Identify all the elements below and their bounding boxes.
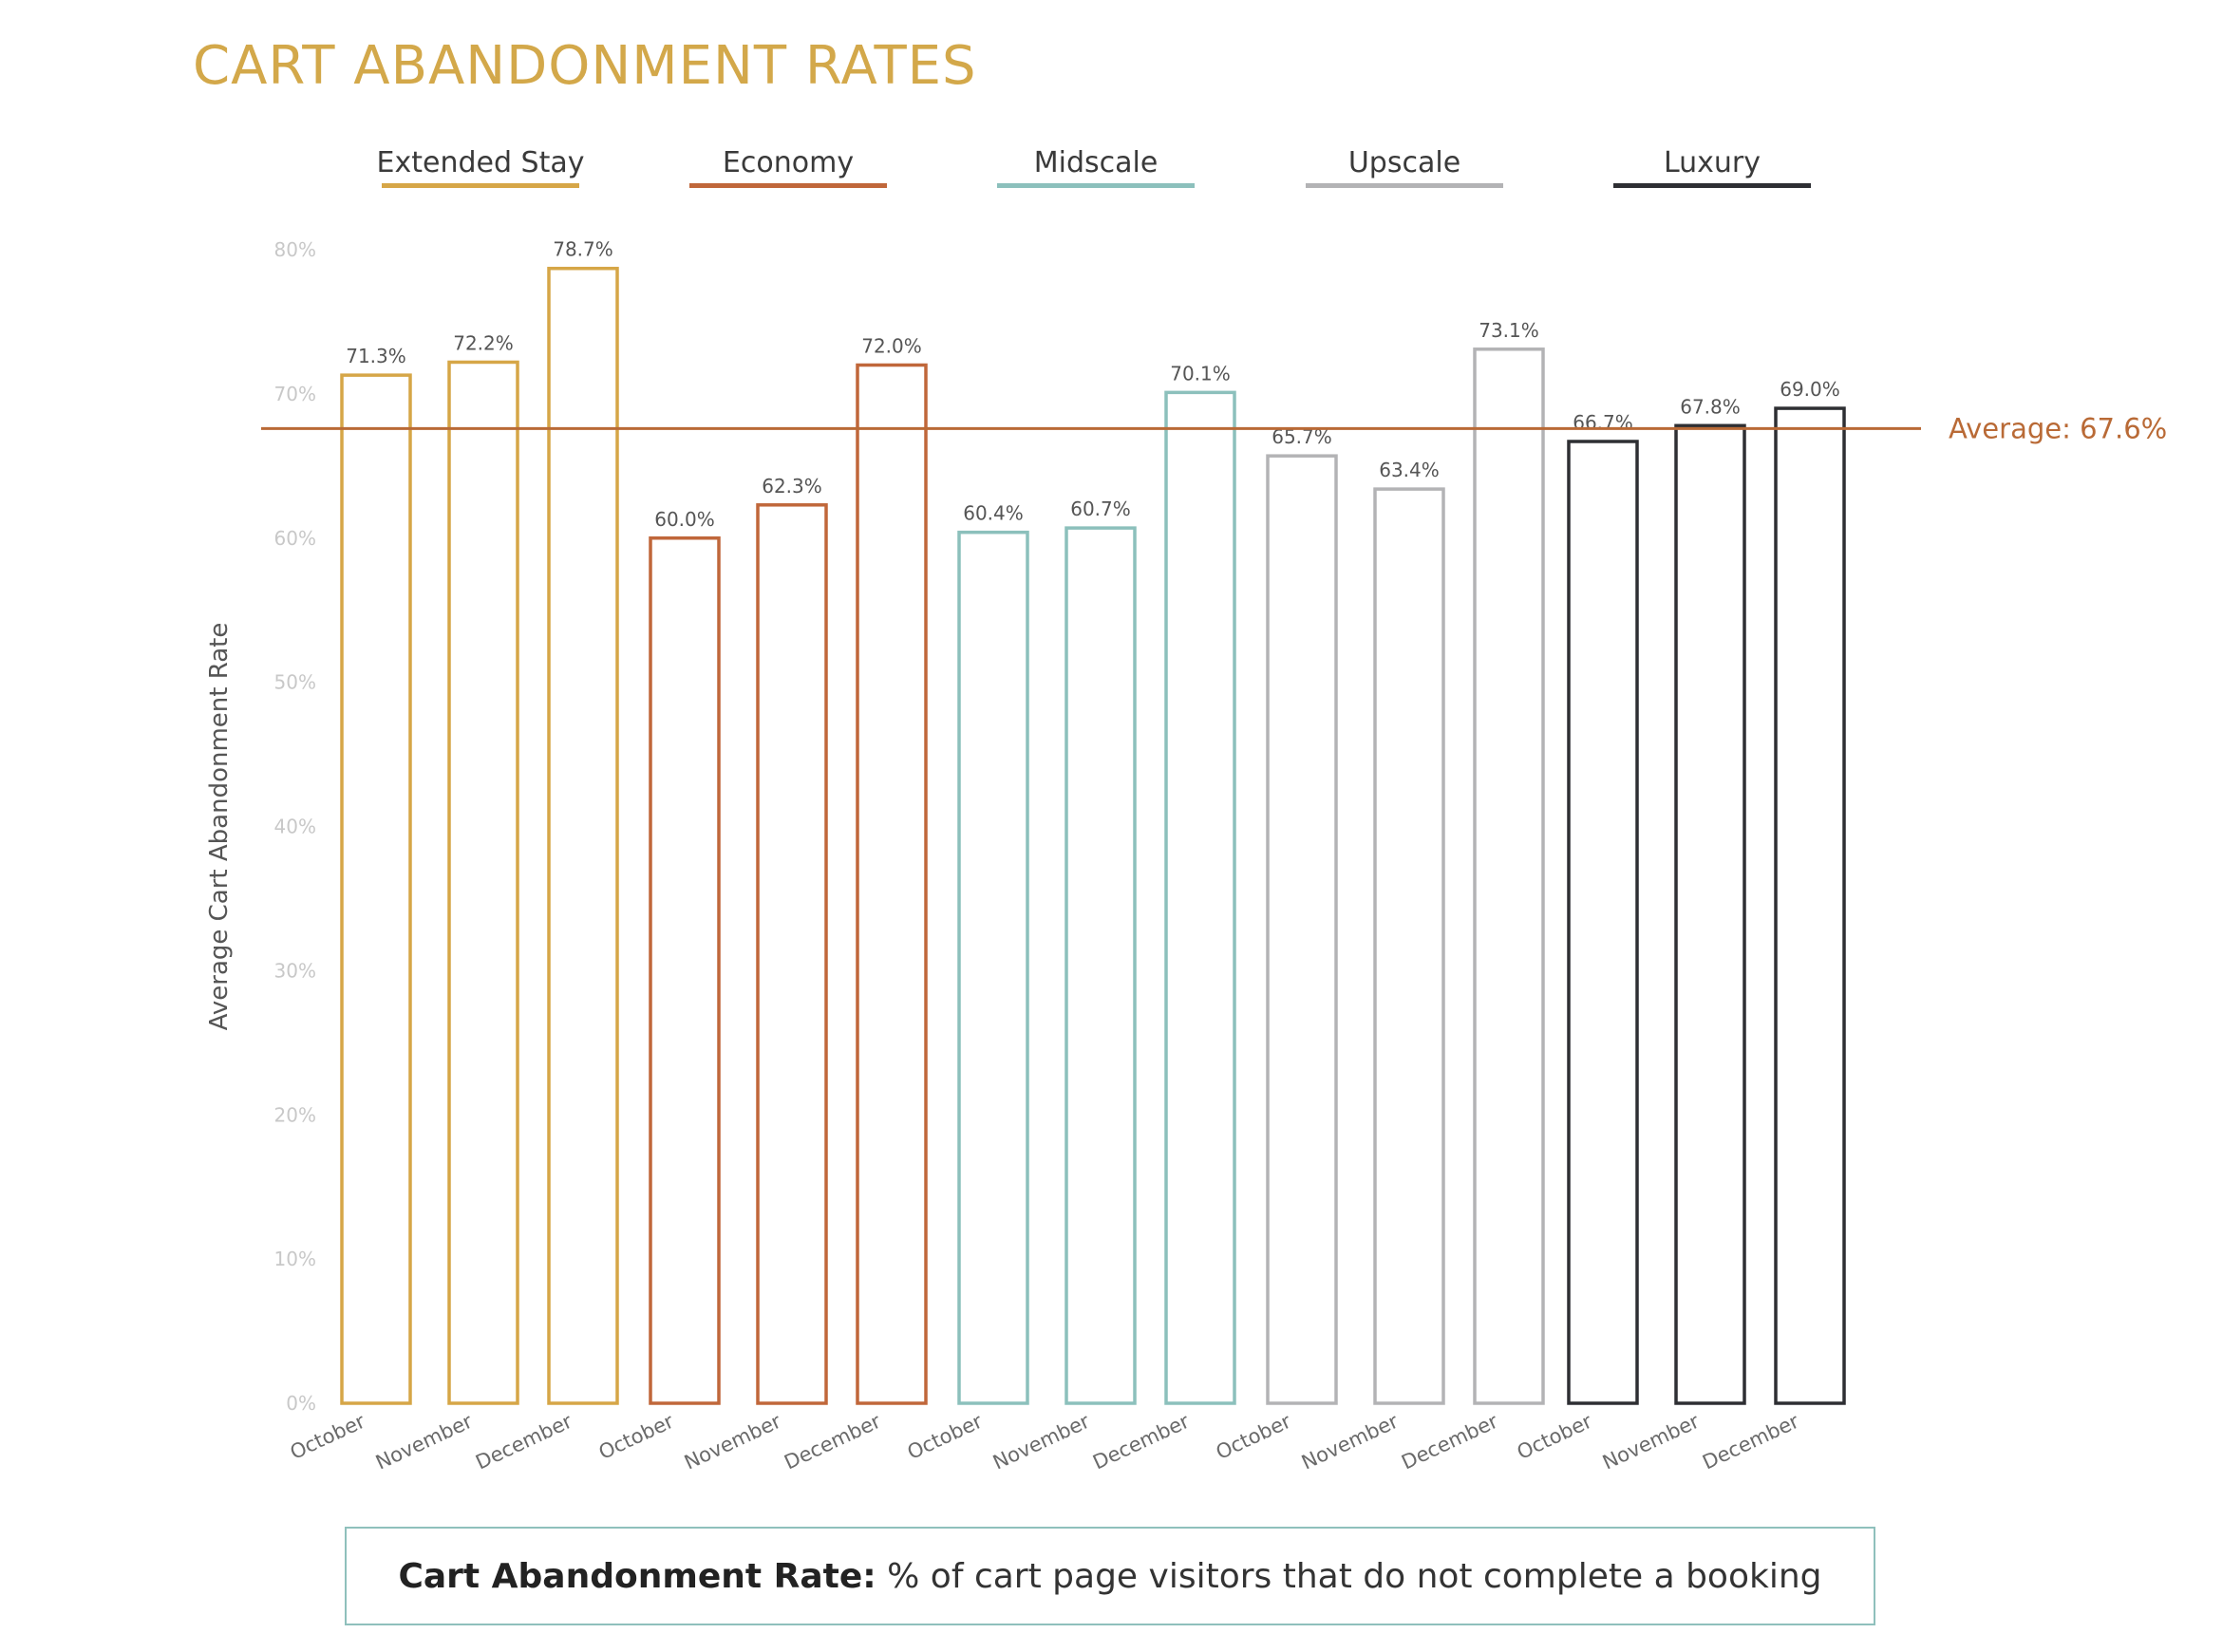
bar [1774, 406, 1846, 1405]
y-tick-label: 20% [274, 1103, 316, 1126]
bar-value-label: 73.1% [1479, 319, 1539, 342]
legend-swatch-luxury [1613, 183, 1811, 188]
bar [1164, 390, 1236, 1405]
definition-text: % of cart page visitors that do not comp… [876, 1556, 1822, 1596]
x-tick-label: December [1699, 1410, 1802, 1474]
bar [547, 266, 619, 1405]
x-tick-label: December [781, 1410, 884, 1474]
x-tick-label: October [1514, 1410, 1596, 1464]
bar [1473, 347, 1545, 1405]
legend-label-midscale: Midscale [1034, 146, 1159, 179]
legend-label-upscale: Upscale [1348, 146, 1460, 179]
bar-value-label: 78.7% [553, 238, 613, 261]
y-tick-label: 60% [274, 527, 316, 550]
bar-value-label: 67.8% [1680, 395, 1741, 418]
bar [649, 536, 721, 1405]
bar-value-label: 60.0% [654, 508, 715, 531]
x-tick-label: November [1298, 1410, 1402, 1474]
x-tick-label: December [1089, 1410, 1193, 1474]
definition-term: Cart Abandonment Rate: [398, 1556, 876, 1596]
bar [957, 530, 1029, 1405]
x-tick-label: December [1398, 1410, 1501, 1474]
bar-value-label: 72.0% [861, 335, 922, 358]
bar [1674, 423, 1746, 1405]
y-tick-label: 70% [274, 383, 316, 405]
average-label: Average: 67.6% [1949, 412, 2167, 444]
bar [1064, 526, 1137, 1405]
legend-swatch-upscale [1306, 183, 1503, 188]
bar [1266, 454, 1338, 1405]
legend-swatch-extended-stay [382, 183, 579, 188]
bar-value-label: 62.3% [762, 475, 822, 497]
bar-group: 71.3% 72.2% 78.7% 60.0% 62.3% 72.0% 60.4% 60.7%… [340, 238, 1846, 1405]
bar [756, 503, 828, 1405]
definition-box: Cart Abandonment Rate: % of cart page vi… [345, 1527, 1875, 1625]
y-tick-label: 40% [274, 816, 316, 838]
x-tick-label: November [989, 1410, 1093, 1474]
legend-swatch-economy [689, 183, 887, 188]
bar-value-label: 70.1% [1170, 362, 1231, 385]
legend-label-luxury: Luxury [1664, 146, 1761, 179]
bar-value-label: 72.2% [453, 331, 514, 354]
x-tick-label: November [1599, 1410, 1703, 1474]
legend-swatch-midscale [997, 183, 1195, 188]
bar [1373, 487, 1445, 1405]
bar-value-label: 63.4% [1379, 459, 1440, 481]
x-tick-label: November [681, 1410, 784, 1474]
y-axis-label: Average Cart Abandonment Rate [205, 623, 234, 1031]
y-tick-label: 80% [274, 238, 316, 261]
x-tick-label: October [595, 1410, 678, 1464]
average-line-group: Average: 67.6% [261, 412, 2167, 444]
bar-value-label: 66.7% [1573, 411, 1633, 434]
bar-value-label: 69.0% [1780, 378, 1840, 401]
bar [340, 373, 412, 1405]
y-tick-label: 0% [286, 1392, 316, 1415]
chart-legend: Extended Stay Economy Midscale Upscale Luxur… [377, 146, 1811, 188]
bar [856, 363, 928, 1405]
x-tick-label: October [904, 1410, 987, 1464]
legend-label-economy: Economy [723, 146, 854, 179]
y-tick-label: 10% [274, 1248, 316, 1270]
bar [1567, 440, 1639, 1405]
bar-value-label: 60.7% [1070, 497, 1131, 520]
page-title: CART ABANDONMENT RATES [193, 35, 977, 97]
x-tick-label: November [372, 1410, 476, 1474]
bar-value-label: 71.3% [346, 345, 406, 367]
bar-chart: Extended Stay Economy Midscale Upscale Luxur… [205, 146, 2167, 1474]
y-tick-label: 50% [274, 671, 316, 694]
legend-label-extended-stay: Extended Stay [377, 146, 585, 179]
bar [447, 360, 519, 1405]
y-tick-label: 30% [274, 959, 316, 982]
x-tick-label: October [287, 1410, 369, 1464]
y-axis: 0% 10% 20% 30% 40% 50% 60% 70% 80% Average Cart A… [205, 238, 316, 1415]
bar-value-label: 60.4% [963, 502, 1024, 525]
x-tick-label: October [1213, 1410, 1295, 1464]
x-tick-label: December [472, 1410, 575, 1474]
